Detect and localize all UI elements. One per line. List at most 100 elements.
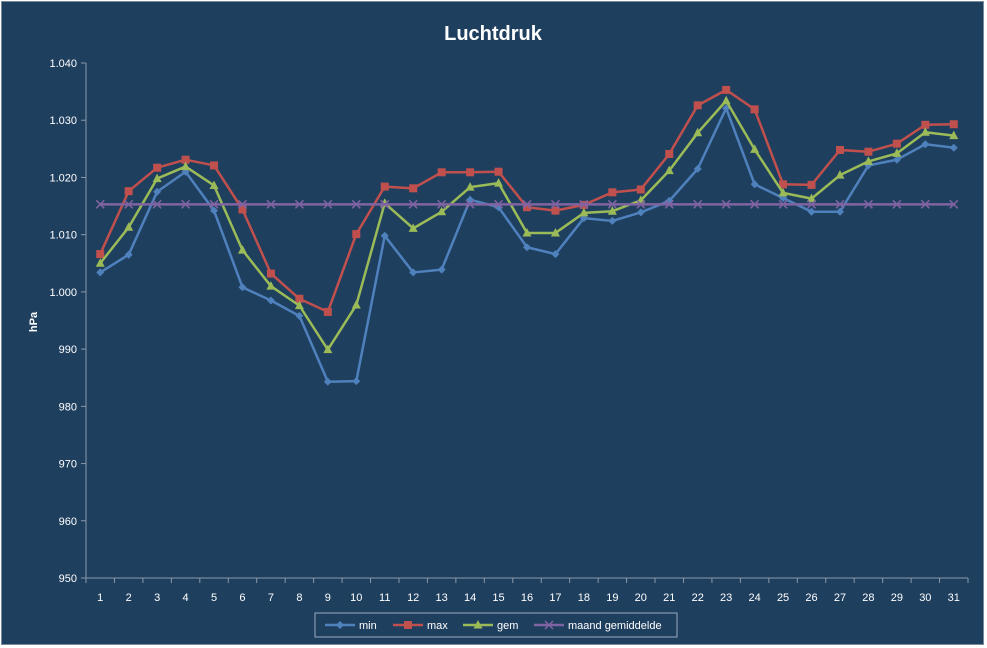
data-point-max (636, 185, 645, 194)
data-point-gem (550, 227, 560, 237)
y-tick-label: 980 (59, 401, 77, 413)
data-point-max (380, 182, 389, 191)
series-min (96, 104, 958, 386)
x-tick-label: 23 (720, 592, 732, 604)
data-point-maand-gemiddelde (124, 199, 134, 209)
data-point-maand-gemiddelde (95, 199, 105, 209)
data-point-min (266, 296, 275, 305)
data-point-maand-gemiddelde (721, 199, 731, 209)
x-tick-label: 21 (663, 592, 675, 604)
data-point-maand-gemiddelde (465, 199, 475, 209)
legend-marker (544, 620, 554, 630)
data-point-maand-gemiddelde (237, 199, 248, 209)
data-point-min (608, 216, 617, 225)
data-point-min (323, 377, 332, 386)
x-tick-label: 24 (748, 592, 760, 604)
x-tick-label: 2 (126, 592, 132, 604)
series-line-gem (99, 99, 954, 351)
x-tick-label: 15 (492, 592, 504, 604)
legend-label: gem (497, 620, 518, 632)
data-point-gem (750, 144, 760, 153)
data-point-maand-gemiddelde (892, 199, 902, 209)
data-point-max (238, 205, 247, 214)
data-point-gem (437, 206, 447, 216)
y-tick-label: 1.040 (49, 58, 77, 70)
y-tick-label: 970 (59, 459, 77, 471)
data-point-maand-gemiddelde (351, 199, 361, 209)
data-point-maand-gemiddelde (778, 199, 788, 209)
data-point-max (807, 180, 816, 189)
axes: 950 960 970 980 990 1.000 1.010 1.020 1.030 1.040… (49, 58, 969, 604)
data-point-gem (664, 165, 674, 175)
data-point-max (921, 120, 930, 129)
data-point-maand-gemiddelde (750, 199, 760, 209)
legend-marker (404, 621, 412, 629)
data-point-max (722, 85, 731, 94)
x-tick-label: 10 (350, 592, 362, 604)
data-point-max (551, 206, 560, 215)
legend-box (314, 612, 678, 638)
data-point-max (494, 167, 503, 176)
data-point-max (153, 163, 162, 172)
data-point-min (124, 250, 133, 259)
y-tick-label: 1.030 (49, 115, 77, 127)
data-point-min (210, 206, 219, 215)
x-tick-label: 20 (635, 592, 647, 604)
data-point-maand-gemiddelde (949, 199, 959, 209)
chart-title: Luchtdruk (444, 23, 543, 45)
x-tick-label: 18 (578, 592, 590, 604)
y-tick-label: 960 (59, 516, 77, 528)
data-point-min (153, 187, 162, 196)
data-point-max (693, 101, 702, 110)
x-tick-label: 7 (268, 592, 274, 604)
data-point-min (693, 164, 702, 173)
data-point-max (409, 184, 418, 193)
x-tick-label: 6 (239, 592, 245, 604)
x-tick-label: 14 (464, 592, 476, 604)
data-point-min (352, 377, 361, 386)
series-line-max (99, 88, 954, 314)
data-point-max (124, 187, 133, 196)
x-tick-label: 1 (97, 592, 103, 604)
data-point-min (750, 180, 759, 189)
y-axis-title: hPa (28, 311, 40, 332)
data-point-min (551, 250, 560, 259)
data-point-max (437, 168, 446, 177)
legend-marker (336, 621, 344, 629)
x-tick-label: 12 (407, 592, 419, 604)
legend: min max gem maand gemiddelde (314, 612, 678, 638)
x-tick-label: 9 (325, 592, 331, 604)
data-point-min (238, 283, 247, 292)
data-point-maand-gemiddelde (408, 199, 418, 209)
data-point-max (750, 105, 759, 114)
data-point-max (352, 230, 361, 239)
data-point-maand-gemiddelde (209, 199, 219, 209)
data-point-gem (351, 300, 361, 309)
data-point-maand-gemiddelde (294, 199, 304, 209)
x-tick-label: 17 (549, 592, 561, 604)
x-tick-label: 22 (692, 592, 704, 604)
data-point-maand-gemiddelde (664, 199, 674, 209)
x-tick-label: 8 (296, 592, 302, 604)
data-point-maand-gemiddelde (863, 199, 873, 209)
data-point-min (921, 140, 930, 149)
data-point-gem (465, 182, 475, 191)
data-point-gem (152, 173, 162, 183)
x-tick-label: 16 (521, 592, 533, 604)
data-point-maand-gemiddelde (380, 199, 390, 209)
data-point-gem (693, 127, 703, 137)
data-point-gem (778, 187, 788, 197)
data-point-max (181, 155, 190, 164)
data-point-gem (237, 245, 247, 254)
data-point-gem (807, 193, 817, 203)
x-tick-label: 30 (919, 592, 931, 604)
data-point-max (466, 168, 475, 177)
x-tick-label: 26 (805, 592, 817, 604)
data-point-min (949, 143, 958, 152)
x-tick-label: 11 (379, 592, 390, 604)
series-gem (95, 95, 959, 354)
data-point-gem (579, 207, 589, 217)
data-point-gem (892, 148, 902, 157)
data-point-maand-gemiddelde (693, 199, 703, 209)
